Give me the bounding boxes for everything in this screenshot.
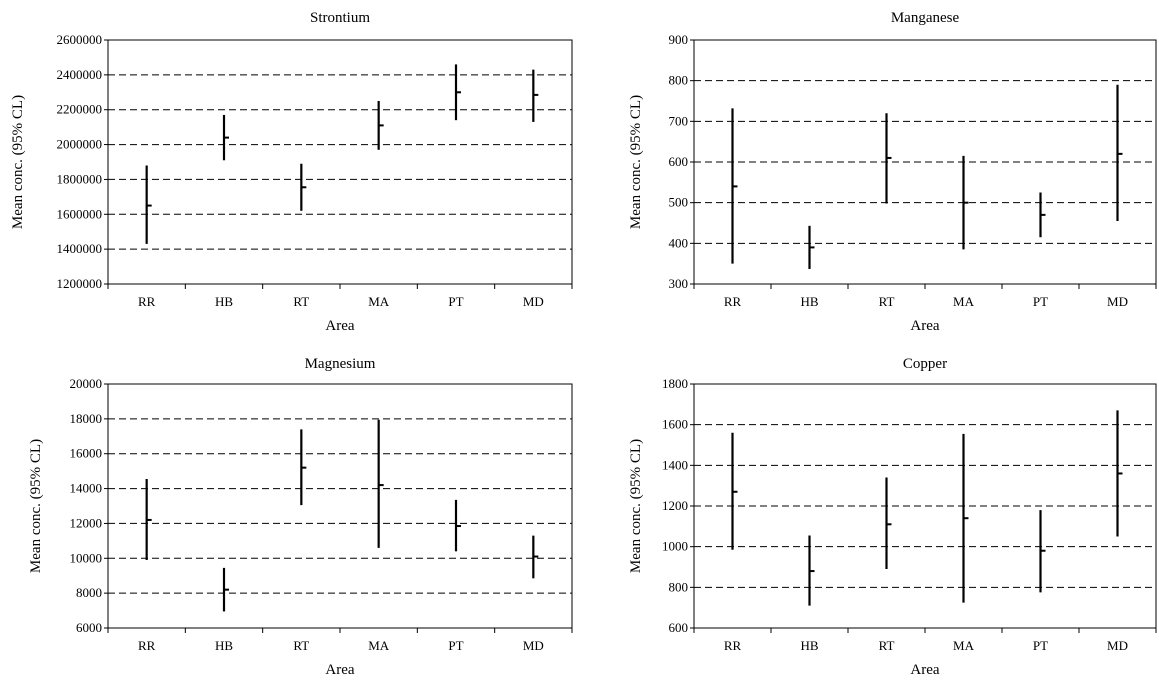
x-tick-label: RR [138, 294, 156, 309]
x-tick-label: MD [1107, 638, 1128, 653]
x-tick-label: RR [724, 638, 742, 653]
y-tick-label: 700 [669, 113, 689, 128]
x-tick-label: RT [879, 294, 895, 309]
y-tick-label: 800 [669, 73, 689, 88]
x-tick-label: RT [293, 294, 309, 309]
x-tick-label: MD [523, 294, 544, 309]
y-tick-label: 1000 [662, 539, 688, 554]
chart-magnesium: 6000 8000 10000 12000 14000 16000 18000 20000 RR… [28, 356, 573, 678]
y-tick-label: 16000 [70, 446, 103, 461]
x-tick-label: PT [448, 294, 463, 309]
chart-strontium: 1200000 1400000 1600000 1800000 2000000 22000… [10, 10, 573, 334]
y-tick-label: 800 [669, 579, 689, 594]
y-tick-label: 12000 [70, 515, 103, 530]
x-tick-label: PT [1033, 294, 1048, 309]
y-tick-label: 900 [669, 32, 689, 47]
y-tick-label: 1600 [662, 417, 688, 432]
y-tick-label: 18000 [70, 411, 103, 426]
y-tick-label: 8000 [76, 585, 102, 600]
x-tick-label: PT [1033, 638, 1048, 653]
x-tick-label: MA [368, 638, 390, 653]
x-tick-label: HB [215, 294, 233, 309]
y-tick-label: 2600000 [57, 32, 103, 47]
y-tick-label: 1200 [662, 498, 688, 513]
chart-title: Strontium [310, 10, 370, 26]
y-tick-label: 500 [669, 195, 689, 210]
y-tick-label: 1400000 [57, 241, 103, 256]
y-tick-label: 2400000 [57, 67, 103, 82]
y-axis-label: Mean conc. (95% CL) [628, 95, 644, 229]
y-tick-label: 1800000 [57, 171, 103, 186]
plot-area [107, 383, 573, 629]
x-tick-label: RR [138, 638, 156, 653]
y-axis-label: Mean conc. (95% CL) [28, 439, 44, 573]
chart-title: Magnesium [305, 356, 376, 372]
x-tick-label: HB [215, 638, 233, 653]
y-tick-label: 1800 [662, 376, 688, 391]
x-tick-label: MA [953, 638, 975, 653]
chart-manganese: 300 400 500 600 700 800 900 RR HB RT MA PT MD Mangane… [628, 10, 1157, 334]
x-tick-label: MA [953, 294, 975, 309]
x-tick-label: MD [1107, 294, 1128, 309]
y-tick-label: 600 [669, 154, 689, 169]
y-tick-label: 1400 [662, 457, 688, 472]
x-tick-label: MA [368, 294, 390, 309]
chart-copper: 600 800 1000 1200 1400 1600 1800 RR HB RT MA PT MD Co… [628, 356, 1157, 678]
y-tick-label: 2000000 [57, 137, 103, 152]
x-tick-label: RT [879, 638, 895, 653]
x-axis-label: Area [325, 318, 354, 334]
y-tick-label: 1600000 [57, 206, 103, 221]
y-axis-label: Mean conc. (95% CL) [10, 95, 26, 229]
y-tick-label: 10000 [70, 550, 103, 565]
y-tick-label: 6000 [76, 620, 102, 635]
y-tick-label: 1200000 [57, 276, 103, 291]
x-tick-label: HB [800, 638, 818, 653]
x-axis-label: Area [910, 318, 939, 334]
x-axis-label: Area [910, 662, 939, 678]
y-tick-label: 2200000 [57, 102, 103, 117]
chart-title: Manganese [891, 10, 960, 26]
x-tick-label: HB [800, 294, 818, 309]
y-tick-label: 300 [669, 276, 689, 291]
x-tick-label: MD [523, 638, 544, 653]
plot-area [107, 39, 573, 285]
y-tick-label: 600 [669, 620, 689, 635]
x-axis-label: Area [325, 662, 354, 678]
y-tick-label: 20000 [70, 376, 103, 391]
x-tick-label: RR [724, 294, 742, 309]
chart-title: Copper [903, 356, 947, 372]
y-tick-label: 14000 [70, 481, 103, 496]
y-tick-label: 400 [669, 235, 689, 250]
y-axis-label: Mean conc. (95% CL) [628, 439, 644, 573]
x-tick-label: RT [293, 638, 309, 653]
x-tick-label: PT [448, 638, 463, 653]
